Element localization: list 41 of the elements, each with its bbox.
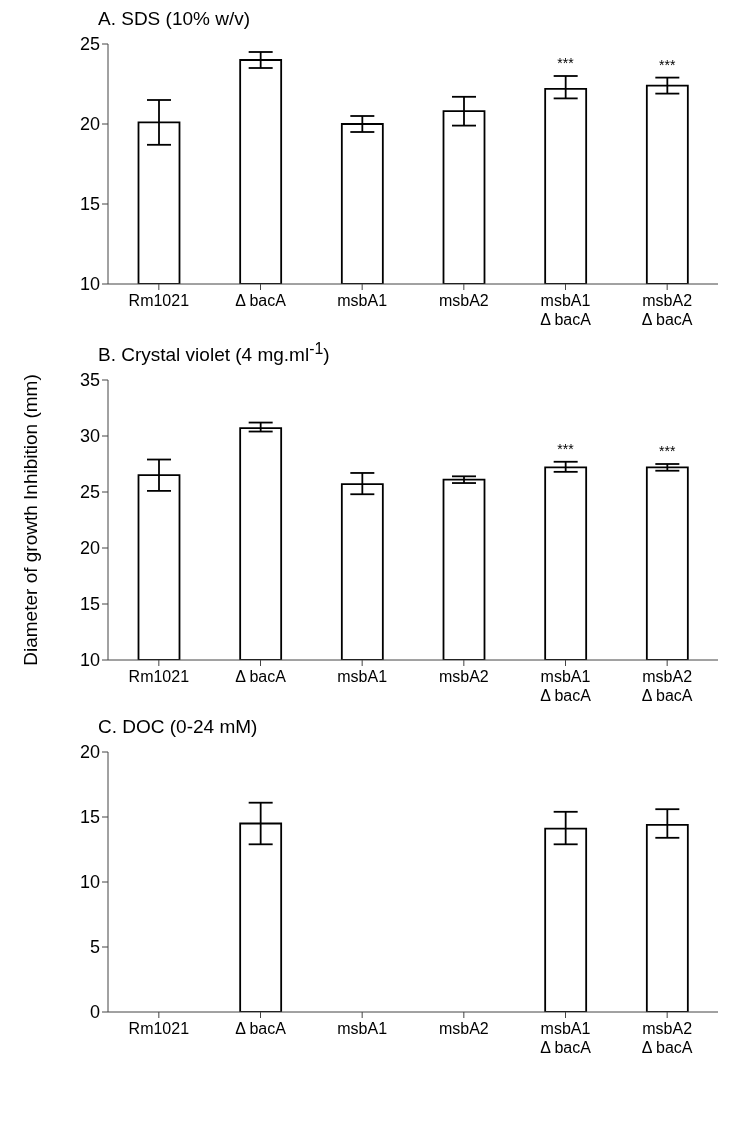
annotation: ***	[658, 443, 676, 460]
y-tick-label: 10	[79, 872, 100, 893]
y-tick-label: 25	[79, 34, 100, 55]
x-tick-label: msbA1	[337, 668, 388, 686]
x-tick-label: msbA1 Δ bacA	[540, 668, 592, 705]
y-tick-label: 20	[79, 742, 100, 763]
y-tick-label: 20	[79, 538, 100, 559]
x-tick-label: msbA1	[337, 292, 388, 309]
x-tick-label: Δ bacA	[235, 1020, 287, 1038]
y-tick-label: 5	[89, 937, 100, 958]
y-tick-label: 0	[89, 1002, 100, 1023]
x-tick-label: msbA2	[438, 292, 489, 309]
y-tick-label: 10	[79, 274, 100, 295]
x-tick-label: Rm1021	[128, 292, 190, 309]
x-tick-label: Rm1021	[128, 668, 190, 686]
x-tick-label: msbA2 Δ bacA	[641, 292, 693, 328]
x-tick-label: msbA2	[438, 1020, 489, 1038]
x-tick-label: msbA2 Δ bacA	[641, 668, 693, 705]
x-tick-label: msbA1 Δ bacA	[540, 292, 592, 328]
chart-title: C. DOC (0-24 mM)	[98, 716, 259, 739]
annotation: ***	[557, 441, 575, 458]
annotation: ***	[658, 56, 676, 73]
annotation: ***	[557, 55, 575, 71]
x-tick-label: msbA2	[438, 668, 489, 686]
x-tick-label: msbA2 Δ bacA	[641, 1020, 693, 1057]
y-tick-label: 30	[79, 426, 100, 447]
y-tick-label: 10	[79, 650, 100, 671]
x-tick-label: msbA1	[337, 1020, 388, 1038]
y-tick-label: 35	[79, 370, 100, 391]
y-tick-label: 15	[79, 194, 100, 215]
x-tick-label: msbA1 Δ bacA	[540, 1020, 592, 1057]
y-tick-label: 25	[79, 482, 100, 503]
x-tick-label: Rm1021	[128, 1020, 190, 1038]
chart-title: A. SDS (10% w/v)	[98, 8, 252, 30]
y-axis-title: Diameter of growth Inhibition (mm)	[19, 374, 41, 667]
y-tick-label: 15	[79, 594, 100, 615]
chart-title: B. Crystal violet (4 mg.ml$^{-1}$)	[98, 340, 331, 367]
x-tick-label: Δ bacA	[235, 292, 287, 309]
y-tick-label: 20	[79, 114, 100, 135]
x-tick-label: Δ bacA	[235, 668, 287, 686]
y-tick-label: 15	[79, 807, 100, 828]
